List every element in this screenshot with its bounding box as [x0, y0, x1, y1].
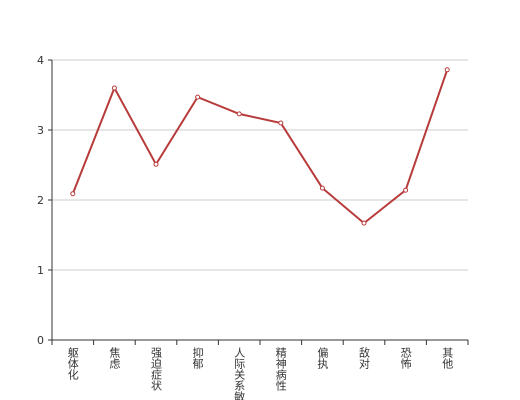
- point: [278, 120, 284, 126]
- y-tick-label: 4: [37, 54, 44, 67]
- x-tick-label: 躯体化: [66, 347, 79, 381]
- x-tick-label: 偏执: [316, 346, 329, 370]
- x-tick-label: 焦虑: [108, 347, 121, 369]
- point: [319, 185, 325, 191]
- x-tick-label: 人际关系敏感: [233, 347, 246, 400]
- point: [111, 85, 117, 91]
- line: [71, 69, 449, 225]
- y-tick-label: 1: [37, 264, 44, 277]
- x-tick-label: 强迫症状: [150, 347, 163, 391]
- point: [153, 161, 159, 167]
- x-tick-label: 精神病性: [274, 347, 287, 392]
- point: [236, 111, 242, 117]
- point: [444, 67, 450, 73]
- y-tick-label: 0: [37, 334, 44, 347]
- point: [361, 220, 367, 226]
- point: [70, 191, 76, 197]
- x-tick-label: 其他: [441, 347, 454, 369]
- point: [195, 94, 201, 100]
- x-tick-label: 敌对: [358, 346, 371, 369]
- y-tick-label: 2: [37, 194, 44, 207]
- x-tick-label: 抑郁: [191, 346, 204, 369]
- point: [403, 187, 409, 193]
- x-tick-label: 恐怖: [399, 347, 412, 369]
- y-tick-label: 3: [37, 124, 44, 137]
